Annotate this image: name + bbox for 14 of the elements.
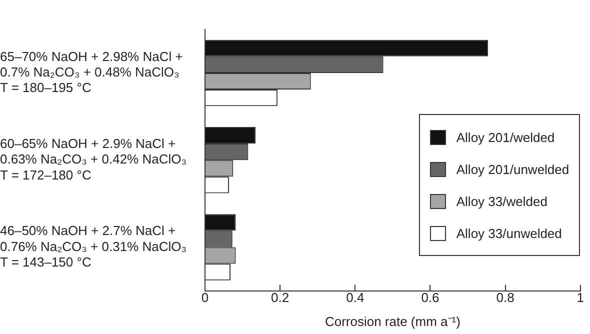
- y-tick-label: 65–70% NaOH + 2.98% NaCl + 0.7% Na₂CO₃ + 0.48% NaClO₃ T = 180–195 °C: [0, 48, 183, 96]
- y-tick-label: 60–65% NaOH + 2.9% NaCl + 0.63% Na₂CO₃ + 0.42% NaClO₃ T = 172–180 °C: [0, 136, 187, 182]
- legend-label: Alloy 201/unwelded: [456, 162, 570, 177]
- x-axis-title: Corrosion rate (mm a⁻¹): [324, 314, 460, 329]
- x-tick-label: 0: [201, 290, 209, 306]
- x-tick-label: 0.8: [496, 290, 514, 306]
- legend-label: Alloy 201/welded: [456, 130, 555, 145]
- x-tick-label: 1: [576, 290, 584, 306]
- y-tick-label: 46–50% NaOH + 2.7% NaCl + 0.76% Na₂CO₃ + 0.31% NaClO₃ T = 143–150 °C: [0, 223, 187, 270]
- x-tick-label: 0.6: [421, 290, 440, 306]
- legend-label: Alloy 33/welded: [456, 194, 548, 209]
- x-tick-label: 0.2: [271, 290, 290, 306]
- text: Alloy 33/unwelded: [456, 226, 562, 241]
- x-tick-label: 0.4: [346, 290, 364, 306]
